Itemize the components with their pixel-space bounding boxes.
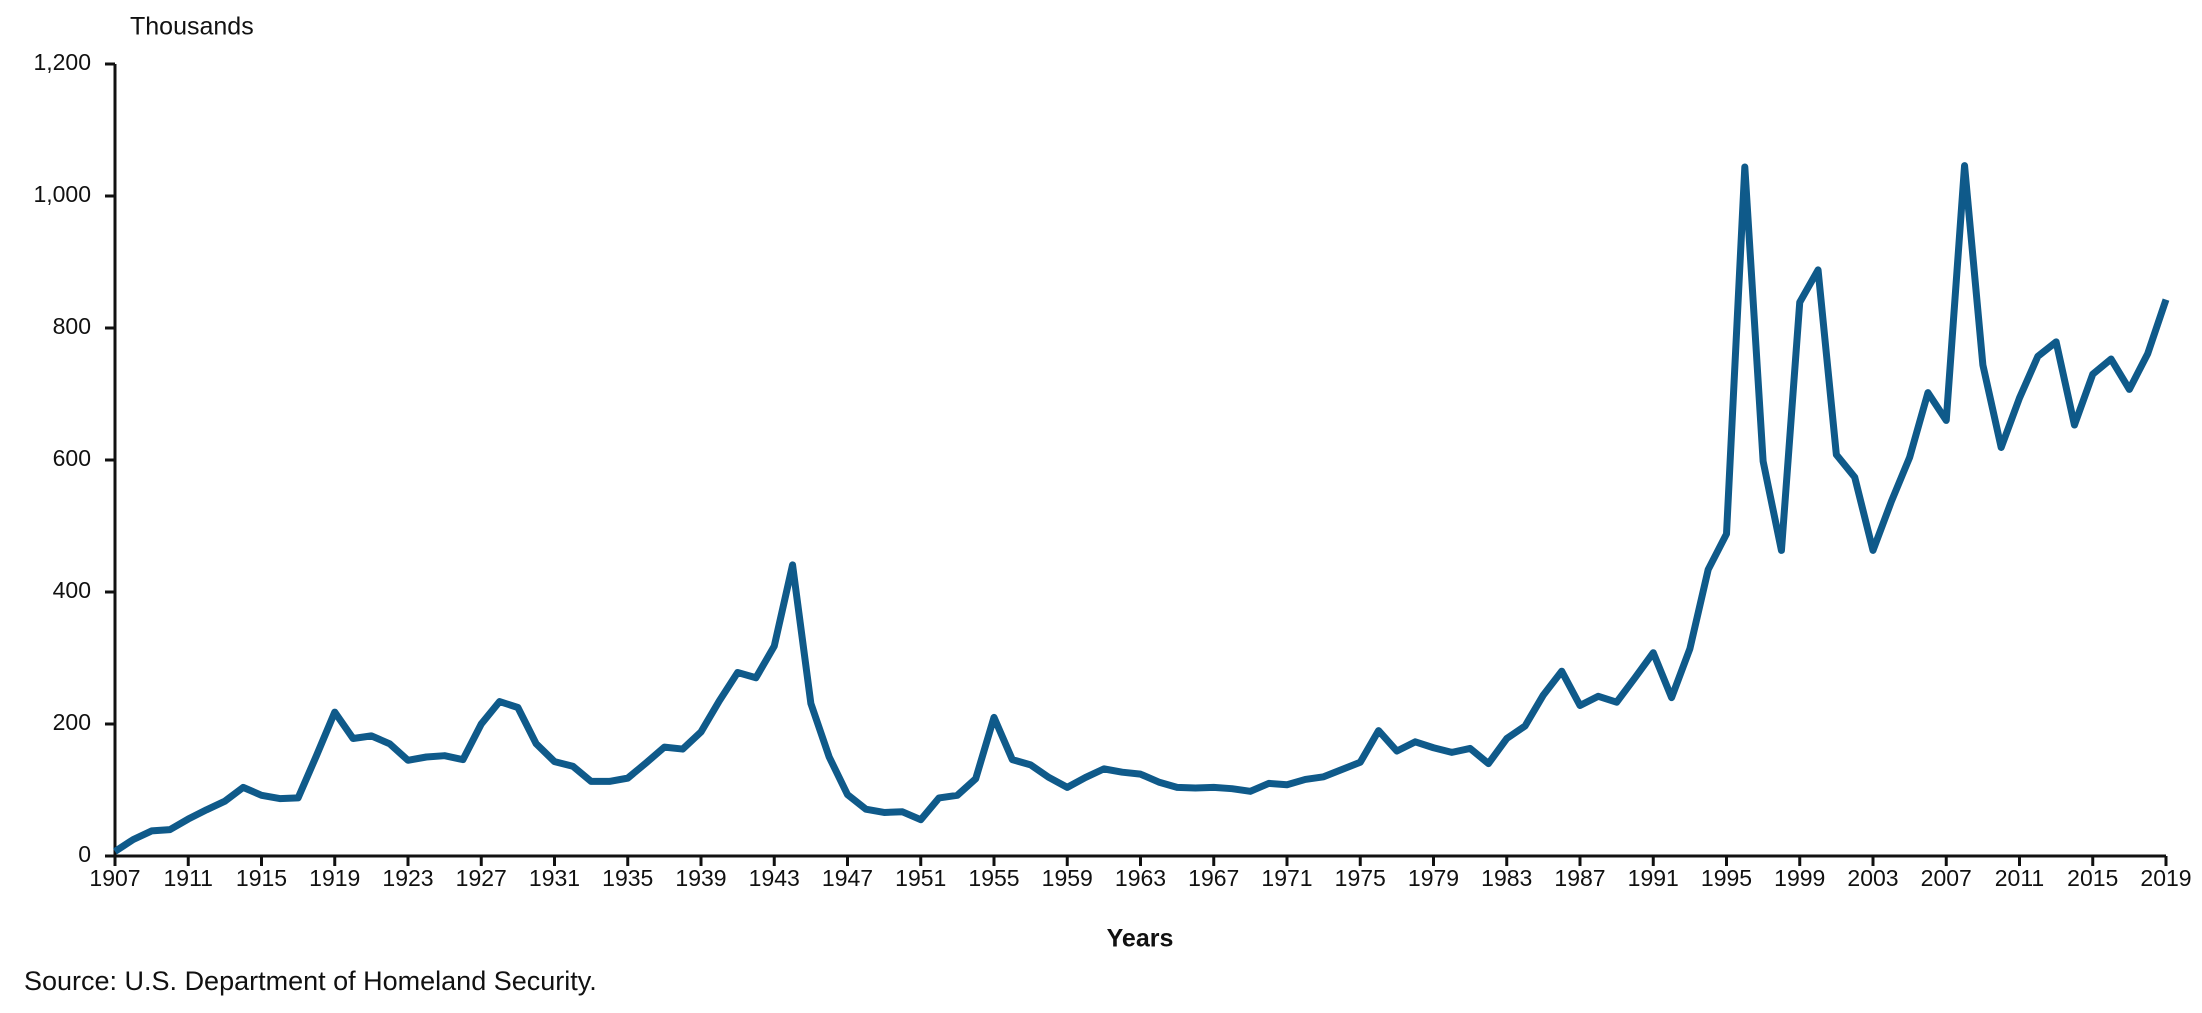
x-tick-label: 1955 [968,865,1019,891]
x-tick-label: 1999 [1774,865,1825,891]
x-tick-label: 1931 [529,865,580,891]
x-tick-label: 1923 [382,865,433,891]
x-tick-label: 1995 [1701,865,1752,891]
x-tick-label: 1983 [1481,865,1532,891]
x-tick-label: 1971 [1261,865,1312,891]
x-tick-label: 1943 [749,865,800,891]
x-tick-label: 1911 [164,865,213,891]
x-tick-label: 2007 [1921,865,1972,891]
y-tick-label: 1,000 [33,181,91,207]
x-tick-label: 1947 [822,865,873,891]
x-tick-label: 1951 [895,865,946,891]
x-tick-label: 1979 [1408,865,1459,891]
x-tick-label: 2015 [2067,865,2118,891]
x-tick-label: 1963 [1115,865,1166,891]
x-tick-label: 1935 [602,865,653,891]
y-tick-label: 800 [53,313,91,339]
x-tick-label: 2011 [1995,865,2044,891]
x-tick-label: 1991 [1628,865,1679,891]
x-tick-label: 1967 [1188,865,1239,891]
x-tick-label: 1959 [1042,865,1093,891]
y-tick-label: 400 [53,577,91,603]
x-tick-label: 1927 [456,865,507,891]
y-tick-label: 200 [53,709,91,735]
x-tick-label: 1939 [675,865,726,891]
source: Source: U.S. Department of Homeland Secu… [24,966,597,996]
x-tick-label: 1975 [1335,865,1386,891]
y-tick-label: 0 [78,841,91,867]
x-tick-label: 2003 [1847,865,1898,891]
y-tick-label: 1,200 [33,49,91,75]
x-tick-label: 2019 [2140,865,2191,891]
x-axis-label: Years [1107,925,1174,953]
y-tick-label: 600 [53,445,91,471]
x-tick-label: 1987 [1554,865,1605,891]
x-tick-label: 1907 [89,865,140,891]
x-tick-label: 1915 [236,865,287,891]
data-line [113,162,2170,855]
y-axis-label: Thousands [130,13,254,41]
x-tick-label: 1919 [309,865,360,891]
